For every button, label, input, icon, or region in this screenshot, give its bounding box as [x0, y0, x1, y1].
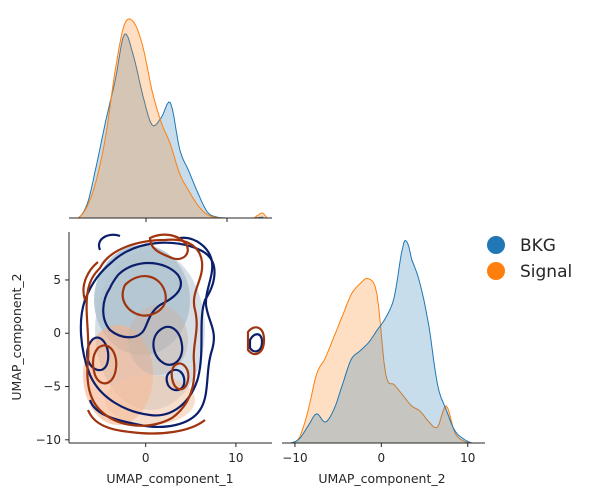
umap2-marginal-x-axis-label: UMAP_component_2 — [318, 471, 445, 486]
bkg-kde-contour — [152, 325, 184, 366]
joint-x-tick-label: 10 — [228, 451, 243, 465]
legend-signal-label: Signal — [520, 262, 572, 282]
bkg-kde-contour — [248, 333, 264, 353]
legend-signal-marker — [487, 262, 505, 280]
umap2-marginal-x-tick-label: 0 — [378, 451, 386, 465]
joint-y-tick-label: 0 — [53, 326, 61, 340]
umap2-marginal-bkg-area — [290, 240, 473, 444]
signal-kde-contour — [85, 238, 204, 427]
signal-kde-contour — [170, 362, 190, 391]
legend: BKG Signal — [487, 236, 572, 282]
umap2-marginal-signal-area — [290, 277, 473, 444]
joint-x-axis-label: UMAP_component_1 — [106, 471, 233, 486]
joint-density-layer — [79, 233, 266, 435]
signal-point-cloud — [105, 375, 195, 425]
joint-y-tick-label: −5 — [43, 380, 61, 394]
joint-kde-panel: 0 10 5 0 −5 −10 UMAP_component_1 UMAP_compon… — [9, 232, 272, 486]
umap2-marginal-x-ticks: −10 0 10 — [282, 443, 475, 465]
umap2-marginal-panel: −10 0 10 UMAP_component_2 — [282, 240, 485, 486]
signal-kde-contour — [91, 344, 118, 385]
legend-bkg-marker — [487, 236, 505, 254]
joint-x-tick-label: 0 — [142, 451, 150, 465]
bkg-kde-contour — [165, 368, 186, 392]
bkg-kde-contour — [102, 261, 182, 339]
legend-bkg-label: BKG — [520, 236, 556, 256]
joint-y-tick-label: 5 — [53, 273, 61, 287]
joint-y-tick-label: −10 — [36, 433, 61, 447]
signal-kde-contour — [246, 326, 266, 356]
joint-y-ticks: 5 0 −5 −10 — [36, 273, 69, 447]
signal-kde-contour — [148, 233, 189, 261]
signal-kde-contour — [82, 261, 206, 435]
umap1-marginal-panel — [69, 18, 272, 222]
signal-kde-contour — [121, 275, 167, 317]
joint-y-axis-label: UMAP_component_2 — [9, 273, 24, 400]
joint-x-ticks: 0 10 — [142, 443, 244, 465]
mixed-point-cloud — [128, 305, 188, 375]
bkg-kde-contour — [79, 241, 216, 417]
umap2-marginal-x-tick-label: 10 — [460, 451, 475, 465]
umap2-marginal-x-tick-label: −10 — [282, 451, 307, 465]
